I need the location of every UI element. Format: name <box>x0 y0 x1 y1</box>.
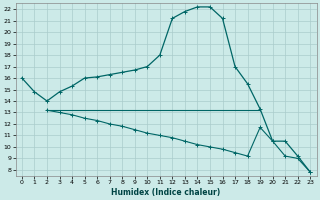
X-axis label: Humidex (Indice chaleur): Humidex (Indice chaleur) <box>111 188 221 197</box>
